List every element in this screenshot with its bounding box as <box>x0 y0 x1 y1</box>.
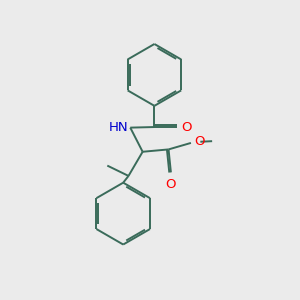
Text: O: O <box>194 135 204 148</box>
Text: HN: HN <box>108 121 128 134</box>
Text: O: O <box>166 178 176 191</box>
Text: O: O <box>181 121 191 134</box>
